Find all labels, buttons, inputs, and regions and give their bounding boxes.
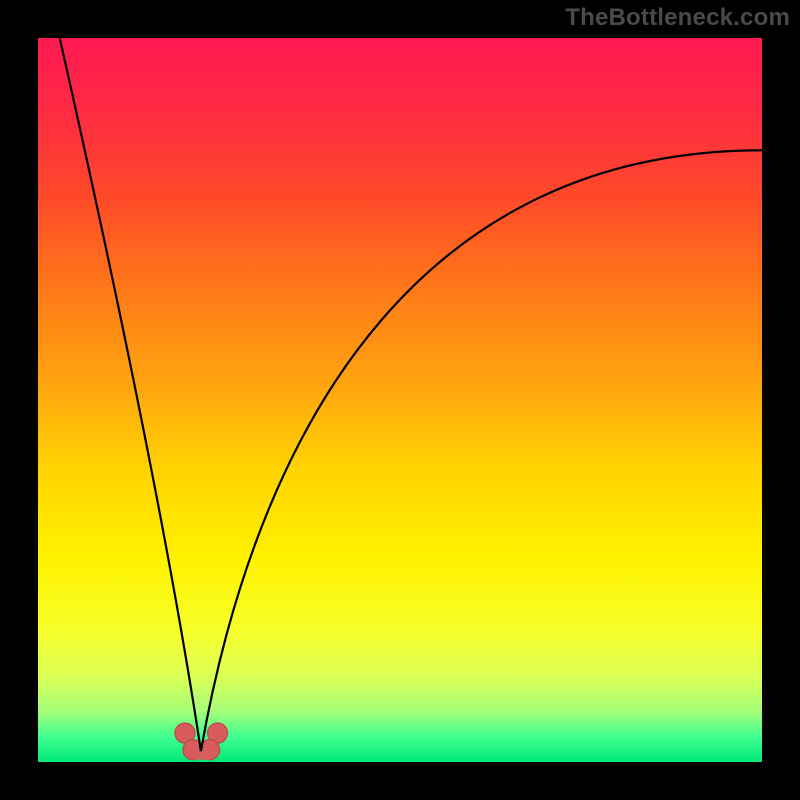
chart-stage: TheBottleneck.com (0, 0, 800, 800)
plot-background (38, 38, 762, 762)
watermark-text: TheBottleneck.com (565, 4, 790, 32)
bottleneck-chart-svg (0, 0, 800, 800)
